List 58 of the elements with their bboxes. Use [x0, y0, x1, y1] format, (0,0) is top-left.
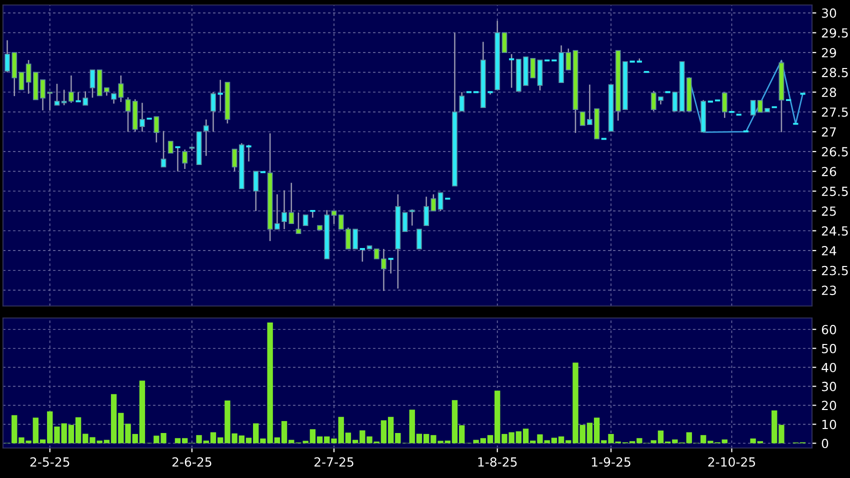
- candlestick: [459, 92, 465, 112]
- y-tick-label: 10: [822, 420, 836, 430]
- candlestick: [125, 96, 131, 132]
- candlestick: [416, 228, 422, 250]
- x-tick-label: 1-8-25: [478, 457, 517, 467]
- candlestick: [203, 118, 209, 157]
- candlestick: [174, 146, 182, 172]
- y-tick-label: 28: [822, 88, 836, 98]
- y-tick-label: 30: [822, 382, 836, 392]
- candlestick: [90, 69, 96, 98]
- y-tick-label: 20: [822, 400, 836, 410]
- candlestick: [18, 72, 24, 90]
- candlestick: [160, 130, 166, 168]
- candlestick: [387, 258, 394, 274]
- y-tick-label: 60: [822, 324, 836, 334]
- candlestick: [302, 214, 308, 226]
- y-tick-label: 26: [822, 166, 836, 176]
- candlestick: [216, 79, 224, 112]
- y-tick-label: 29: [822, 48, 836, 58]
- x-tick-label: 2-5-25: [30, 457, 70, 467]
- x-tick-label: 1-9-25: [592, 457, 630, 467]
- candlestick: [502, 32, 508, 53]
- y-tick-label: 0: [822, 438, 828, 448]
- x-tick-label: 2-10-25: [708, 457, 756, 467]
- y-tick-label: 28.5: [822, 68, 848, 78]
- y-tick-label: 23: [822, 286, 836, 296]
- candlestick: [438, 192, 444, 212]
- candlestick: [309, 210, 316, 218]
- candlestick: [168, 140, 174, 154]
- y-tick-label: 26.5: [822, 147, 848, 156]
- candlestick: [402, 212, 408, 232]
- y-tick-label: 27.5: [822, 107, 848, 117]
- candlestick: [409, 208, 415, 226]
- candlestick: [508, 53, 516, 88]
- y-tick-label: 40: [822, 362, 836, 372]
- candlestick: [154, 116, 160, 144]
- candlestick: [750, 100, 756, 116]
- y-tick-label: 30: [822, 8, 836, 18]
- candlestick: [210, 92, 216, 132]
- candlestick: [358, 248, 366, 262]
- line-series: [688, 60, 804, 133]
- candlestick: [331, 210, 337, 225]
- y-tick-label: 50: [822, 344, 836, 354]
- candlestick: [182, 148, 188, 170]
- y-tick-label: 24.5: [822, 226, 848, 236]
- y-tick-label: 24: [822, 246, 836, 256]
- candlestick: [253, 170, 259, 212]
- y-tick-label: 25: [822, 206, 836, 216]
- y-tick-label: 27: [822, 127, 836, 136]
- y-tick-label: 23.5: [822, 266, 848, 276]
- x-tick-label: 2-6-25: [172, 457, 212, 467]
- x-tick-label: 2-7-25: [314, 457, 354, 467]
- candlestick: [296, 212, 302, 234]
- candlestick: [232, 148, 238, 172]
- y-tick-label: 29.5: [822, 28, 848, 38]
- candlestick: [54, 83, 60, 106]
- y-tick-label: 25.5: [822, 186, 848, 196]
- candlestick: [722, 92, 728, 118]
